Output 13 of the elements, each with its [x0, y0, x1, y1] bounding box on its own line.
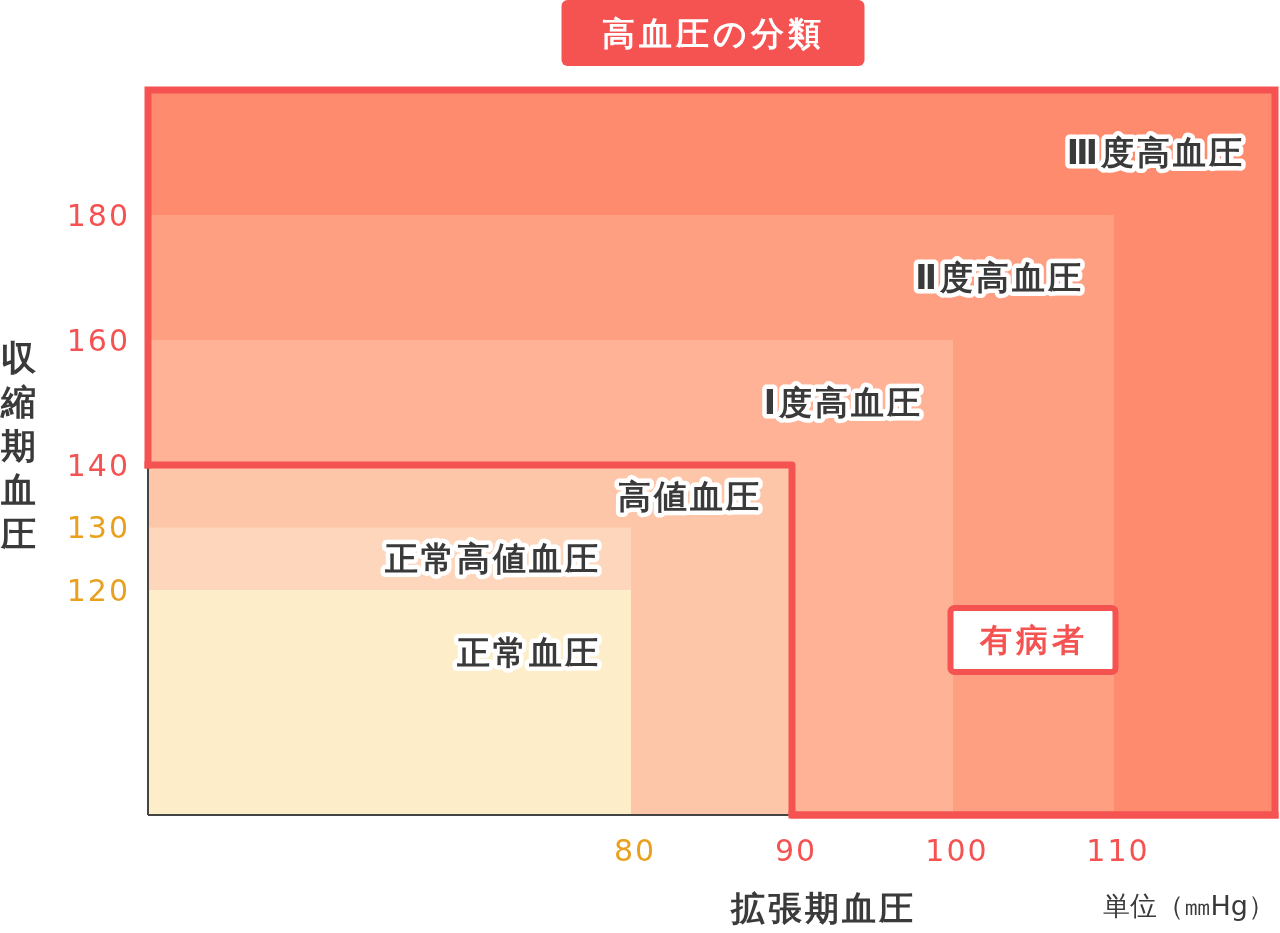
x-tick-label: 80 [613, 832, 657, 868]
y-tick-label: 120 [66, 572, 130, 608]
xlabel: 拡張期血圧 [730, 888, 916, 928]
y-tick-label: 180 [66, 197, 130, 233]
x-tick-label: 110 [1086, 832, 1150, 868]
title: 高血圧の分類 [601, 13, 825, 53]
annotation: 単位（㎜Hg） [1102, 889, 1275, 921]
y-tick-label: 140 [66, 447, 130, 483]
y-tick-label: 160 [66, 322, 130, 358]
ylabel: 収縮期血圧 [0, 338, 36, 554]
x-tick-label: 90 [774, 832, 818, 868]
y-tick-label: 130 [66, 510, 130, 545]
x-tick-label: 100 [925, 832, 989, 868]
